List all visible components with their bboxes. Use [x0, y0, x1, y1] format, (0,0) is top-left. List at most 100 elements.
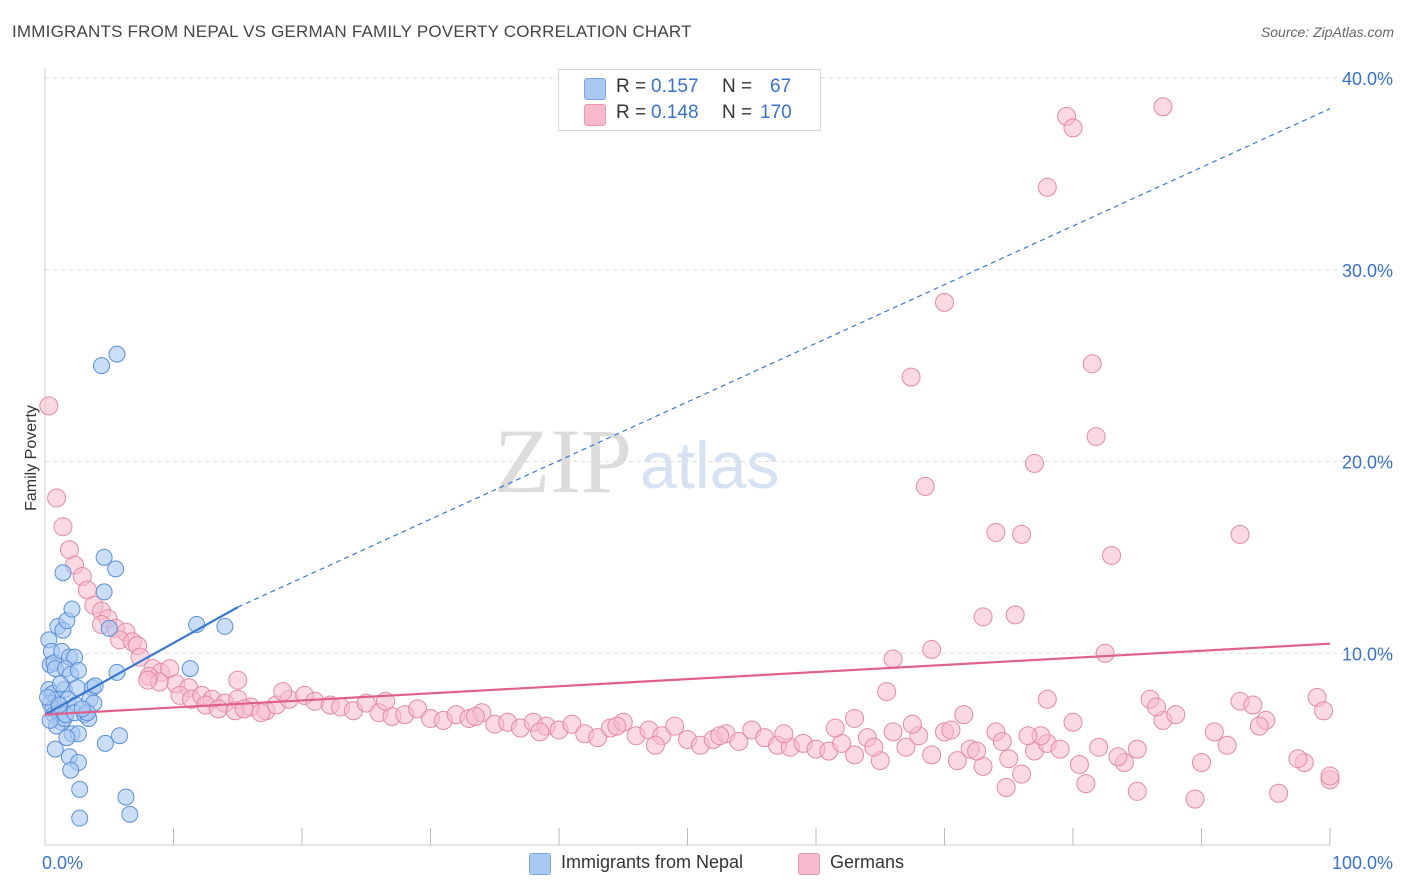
german-point: [986, 522, 1006, 542]
nepal-point: [111, 727, 129, 745]
german-point: [729, 731, 749, 751]
nepal-point: [71, 780, 89, 798]
nepal-point: [107, 560, 125, 578]
german-point: [915, 476, 935, 496]
german-points: [39, 97, 1340, 809]
german-point: [1063, 118, 1083, 138]
nepal-point: [58, 729, 76, 747]
bottom-legend-swatch-nepal: [529, 853, 551, 875]
german-point: [877, 682, 897, 702]
german-point: [1063, 712, 1083, 732]
legend-r-label: R =: [616, 76, 647, 97]
german-point: [902, 714, 922, 734]
nepal-point: [117, 788, 135, 806]
german-point: [1153, 97, 1173, 117]
german-point: [1185, 789, 1205, 809]
german-point: [710, 726, 730, 746]
german-point: [530, 722, 550, 742]
german-point: [1217, 735, 1237, 755]
chart-title: IMMIGRANTS FROM NEPAL VS GERMAN FAMILY P…: [12, 22, 692, 41]
chart-source: Source: ZipAtlas.com: [1260, 24, 1394, 40]
y-tick-label: 10.0%: [1342, 644, 1393, 664]
legend-n-value: 170: [760, 102, 792, 123]
german-point: [1314, 701, 1334, 721]
y-tick-label: 20.0%: [1342, 453, 1393, 473]
nepal-trendline: [44, 606, 239, 716]
german-point: [1166, 705, 1186, 725]
german-point: [645, 735, 665, 755]
german-point: [39, 396, 59, 416]
y-tick-label: 40.0%: [1342, 69, 1393, 89]
stats-legend: R = 0.157 N = 67 R = 0.148 N = 170: [558, 69, 821, 131]
x-tick-label: 100.0%: [1332, 853, 1393, 873]
german-point: [1005, 605, 1025, 625]
german-point: [1147, 697, 1167, 717]
legend-n-label: N =: [722, 102, 753, 123]
german-point: [1127, 739, 1147, 759]
bottom-legend-label-german: Germans: [830, 852, 905, 872]
german-point: [1243, 695, 1263, 715]
german-point: [996, 777, 1016, 797]
german-point: [356, 693, 376, 713]
nepal-points: [39, 345, 234, 827]
german-point: [1082, 354, 1102, 374]
german-point: [1192, 753, 1211, 773]
german-point: [588, 728, 608, 748]
nepal-point: [96, 734, 114, 752]
german-point: [896, 737, 916, 757]
y-tick-label: 30.0%: [1342, 261, 1393, 281]
legend-r-label: R =: [616, 102, 647, 123]
german-point: [607, 716, 627, 736]
german-point: [845, 745, 865, 765]
nepal-point: [51, 675, 69, 693]
nepal-point: [69, 662, 87, 680]
nepal-point: [71, 809, 89, 827]
german-point: [1086, 427, 1106, 447]
german-point: [1012, 764, 1032, 784]
legend-swatch-german: [584, 104, 606, 126]
bottom-legend-label-nepal: Immigrants from Nepal: [561, 852, 744, 872]
bottom-legend-swatch-german: [798, 853, 820, 875]
nepal-point: [54, 564, 72, 582]
german-point: [1050, 739, 1070, 759]
nepal-point: [62, 761, 80, 779]
nepal-point: [95, 548, 113, 566]
watermark-atlas: atlas: [640, 428, 779, 502]
german-point: [465, 707, 485, 727]
german-point: [408, 699, 428, 719]
legend-r-value: 0.157: [651, 76, 699, 97]
nepal-point: [93, 357, 111, 375]
bottom-legend-german: Germans: [798, 852, 948, 876]
german-point: [1320, 766, 1340, 786]
german-point: [864, 737, 884, 757]
german-point: [1076, 774, 1096, 794]
german-point: [208, 699, 228, 719]
x-tick-label: 0.0%: [42, 853, 83, 873]
german-point: [1024, 453, 1044, 473]
nepal-point: [108, 345, 126, 363]
german-point: [883, 722, 903, 742]
german-point: [1269, 783, 1289, 803]
german-point: [947, 751, 967, 771]
german-point: [1095, 643, 1115, 663]
nepal-point: [46, 740, 64, 758]
german-point: [228, 670, 248, 690]
watermark-zip: ZIP: [494, 410, 632, 512]
bottom-legend-nepal: Immigrants from Nepal: [529, 852, 779, 876]
german-point: [941, 720, 961, 740]
german-point: [562, 714, 582, 734]
trendlines: [44, 108, 1331, 716]
german-point: [138, 670, 158, 690]
nepal-point: [95, 583, 113, 601]
german-point: [273, 682, 293, 702]
german-point: [999, 749, 1019, 769]
german-point: [1069, 754, 1089, 774]
legend-n-value: 67: [770, 76, 792, 97]
german-point: [1204, 722, 1224, 742]
nepal-trendline-extension: [237, 108, 1331, 608]
nepal-point: [63, 600, 81, 618]
german-point: [922, 639, 942, 659]
legend-n-label: N =: [722, 76, 753, 97]
german-point: [845, 708, 865, 728]
